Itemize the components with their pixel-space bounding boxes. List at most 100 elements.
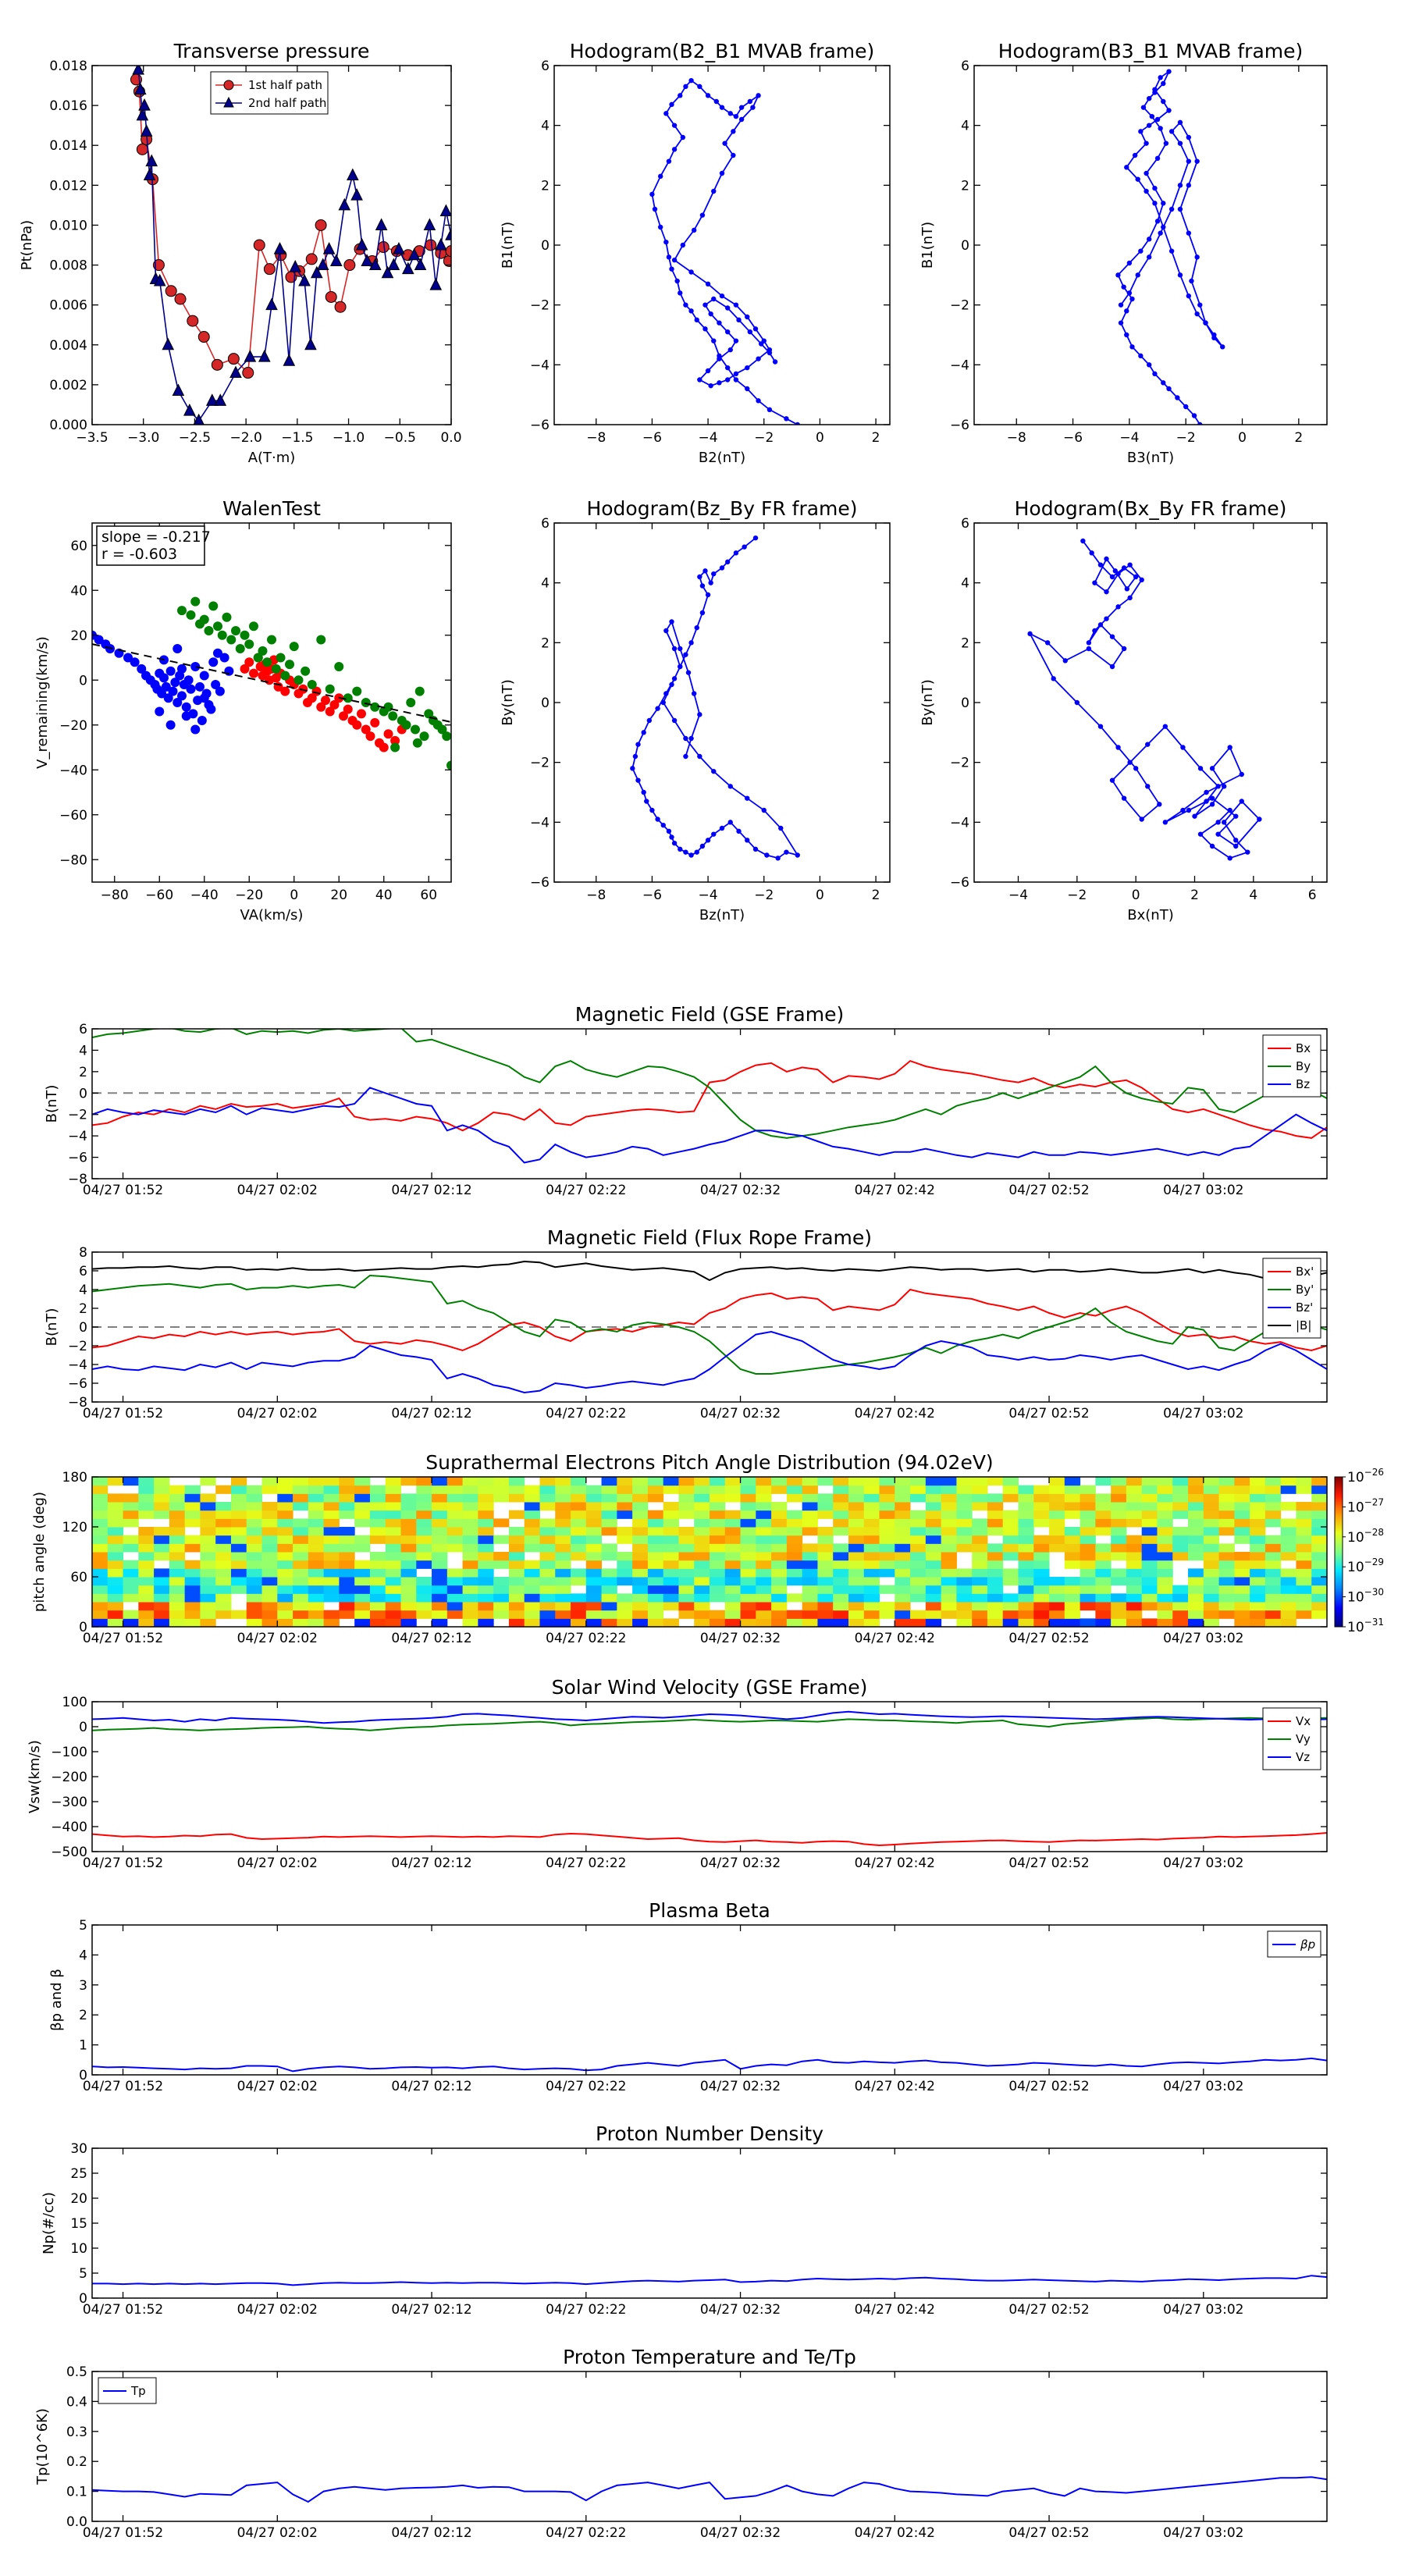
colorbar-tick-label: 10−28 [1347, 1527, 1384, 1546]
heatmap-cell [1095, 1568, 1112, 1578]
heatmap-cell [539, 1477, 556, 1486]
heatmap-cell [169, 1493, 186, 1503]
data-point-0 [190, 662, 201, 671]
data-point [688, 852, 694, 858]
data-point-1 [321, 696, 330, 706]
data-point-2 [424, 709, 434, 719]
heatmap-cell [956, 1477, 973, 1486]
heatmap-cell [1126, 1477, 1143, 1486]
data-point [1109, 777, 1115, 783]
heatmap-cell [169, 1527, 186, 1536]
plot-frame [973, 65, 1328, 425]
data-point [1161, 98, 1166, 105]
heatmap-cell [261, 1502, 278, 1511]
annotation-text: r = -0.603 [101, 546, 177, 563]
heatmap-cell [1188, 1577, 1204, 1586]
heatmap-cell [1280, 1552, 1297, 1561]
heatmap-cell [230, 1577, 247, 1586]
data-point [772, 359, 778, 365]
heatmap-cell [956, 1610, 973, 1619]
heatmap-cell [910, 1618, 927, 1627]
heatmap-cell [910, 1510, 927, 1519]
heatmap-cell [539, 1577, 556, 1586]
heatmap-cell [385, 1618, 401, 1627]
heatmap-cell [385, 1518, 401, 1528]
heatmap-cell [756, 1560, 772, 1569]
heatmap-cell [478, 1535, 494, 1544]
heatmap-cell [740, 1610, 756, 1619]
heatmap-cell [802, 1493, 818, 1503]
heatmap-cell [215, 1552, 232, 1561]
heatmap-cell [663, 1585, 679, 1594]
heatmap-cell [200, 1577, 216, 1586]
y-tick-label: 5 [79, 2266, 87, 2282]
heatmap-cell [1172, 1485, 1189, 1494]
heatmap-cell [987, 1577, 1004, 1586]
data-point [1115, 745, 1121, 750]
heatmap-cell [1296, 1577, 1312, 1586]
heatmap-cell [123, 1477, 139, 1486]
x-tick-label: 04/27 01:52 [83, 1631, 163, 1646]
heatmap-cell [92, 1527, 108, 1536]
data-point [445, 245, 451, 258]
heatmap-cell [462, 1560, 478, 1569]
heatmap-cell [400, 1568, 417, 1578]
heatmap-cell [230, 1585, 247, 1594]
data-point [1245, 849, 1250, 855]
heatmap-cell [1002, 1602, 1019, 1611]
heatmap-cell [694, 1510, 710, 1519]
heatmap-cell [756, 1510, 772, 1519]
heatmap-cell [1126, 1593, 1143, 1603]
data-point-0 [183, 675, 194, 685]
data-point [756, 356, 761, 361]
data-point [1104, 589, 1109, 595]
heatmap-cell [107, 1535, 124, 1544]
heatmap-cell [1049, 1610, 1065, 1619]
heatmap-cell [848, 1568, 865, 1578]
heatmap-cell [1234, 1518, 1250, 1528]
heatmap-cell [817, 1593, 834, 1603]
y-tick-label: −40 [59, 763, 87, 778]
heatmap-cell [308, 1585, 325, 1594]
data-point-2 [276, 653, 286, 663]
heatmap-cell [385, 1535, 401, 1544]
data-point [761, 807, 767, 813]
data-point [1161, 224, 1166, 230]
heatmap-cell [92, 1518, 108, 1528]
y-tick-label: −2 [530, 756, 550, 771]
heatmap-cell [1095, 1543, 1112, 1553]
heatmap-cell [508, 1560, 525, 1569]
x-tick-label: 6 [1308, 888, 1317, 903]
heatmap-cell [941, 1585, 957, 1594]
heatmap-cell [786, 1568, 803, 1578]
heatmap-cell [601, 1510, 617, 1519]
heatmap-cell [184, 1602, 201, 1611]
y-tick-label: 0.012 [49, 178, 87, 194]
heatmap-cell [293, 1610, 309, 1619]
heatmap-cell [1234, 1602, 1250, 1611]
data-point [767, 407, 773, 413]
heatmap-cell [879, 1552, 895, 1561]
heatmap-cell [385, 1568, 401, 1578]
heatmap-cell [956, 1502, 973, 1511]
heatmap-cell [724, 1577, 742, 1586]
x-axis-label: Bz(nT) [699, 907, 745, 923]
heatmap-cell [416, 1535, 432, 1544]
data-point-1 [329, 699, 340, 710]
data-point [674, 278, 680, 284]
heatmap-cell [1002, 1610, 1019, 1619]
x-tick-label: −20 [235, 888, 263, 903]
heatmap-cell [663, 1577, 679, 1586]
heatmap-cell [1033, 1535, 1050, 1544]
data-point [669, 266, 674, 272]
heatmap-cell [385, 1593, 401, 1603]
heatmap-cell [771, 1535, 788, 1544]
heatmap-cell [462, 1493, 478, 1503]
heatmap-cell [493, 1493, 510, 1503]
data-point [778, 825, 784, 831]
x-tick-label: 04/27 02:42 [855, 1631, 935, 1646]
heatmap-cell [107, 1510, 124, 1519]
heatmap-cell [585, 1577, 603, 1586]
data-point [745, 838, 750, 843]
